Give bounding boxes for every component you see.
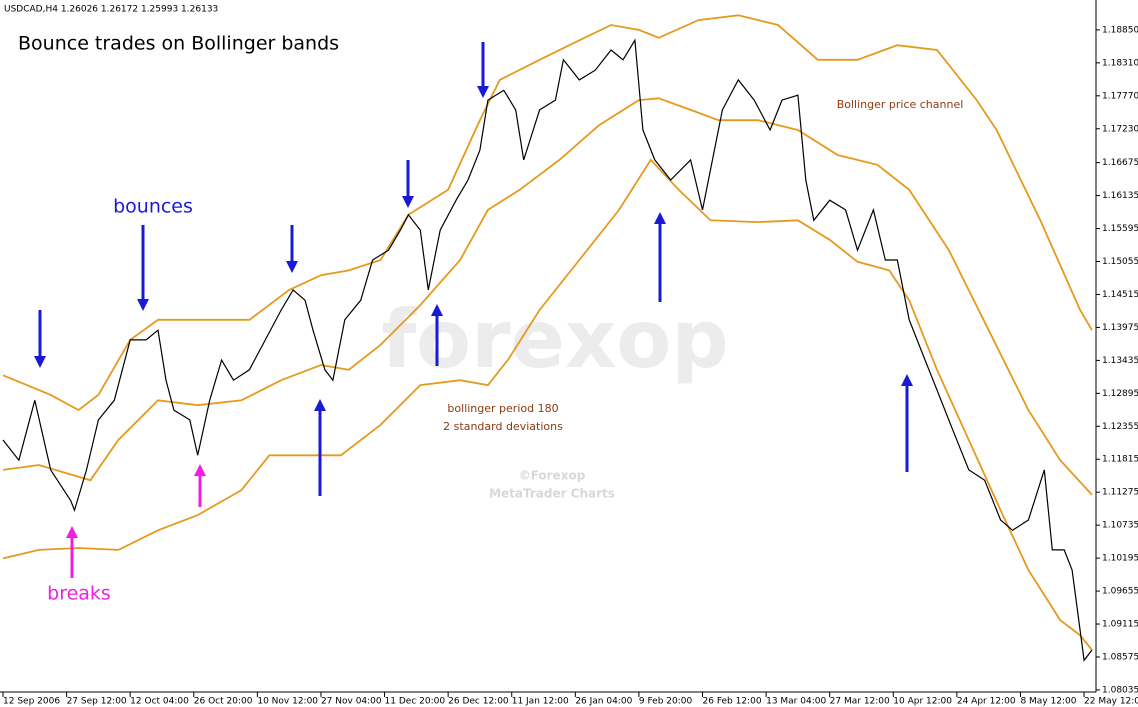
x-tick-label: 11 Jan 12:00 (512, 697, 569, 707)
y-tick-label: 1.09655 (1102, 587, 1138, 597)
x-tick-label: 27 Mar 12:00 (830, 697, 890, 707)
y-tick-label: 1.08575 (1102, 652, 1138, 662)
x-tick-label: 12 Sep 2006 (3, 697, 60, 707)
x-tick-label: 26 Dec 12:00 (448, 697, 509, 707)
x-tick-label: 8 May 12:00 (1020, 697, 1076, 707)
y-tick-label: 1.12895 (1102, 389, 1138, 399)
y-tick-label: 1.17230 (1102, 124, 1138, 134)
y-tick-label: 1.15055 (1102, 257, 1138, 267)
annotation: 2 standard deviations (443, 420, 563, 433)
y-tick-label: 1.10195 (1102, 554, 1138, 564)
y-tick-label: 1.13435 (1102, 356, 1138, 366)
y-tick-label: 1.18850 (1102, 25, 1138, 35)
x-tick-label: 12 Oct 04:00 (130, 697, 189, 707)
x-tick-label: 10 Apr 12:00 (893, 697, 952, 707)
y-tick-label: 1.08035 (1102, 685, 1138, 695)
header: USDCAD,H4 1.26026 1.26172 1.25993 1.2613… (4, 5, 218, 15)
y-tick-label: 1.13975 (1102, 323, 1138, 333)
annotation: ©Forexop (519, 469, 586, 483)
watermark: forexop (381, 293, 728, 386)
band-line (2, 14, 1093, 412)
x-tick-label: 10 Nov 12:00 (257, 697, 318, 707)
x-tick-label: 24 Apr 12:00 (957, 697, 1016, 707)
y-tick-label: 1.11275 (1102, 488, 1138, 498)
y-tick-label: 1.16675 (1102, 158, 1138, 168)
x-tick-label: 26 Oct 20:00 (194, 697, 253, 707)
band-line (2, 158, 1093, 651)
x-tick-label: 26 Feb 12:00 (703, 697, 762, 707)
x-tick-label: 27 Nov 04:00 (321, 697, 382, 707)
y-tick-label: 1.09115 (1102, 620, 1138, 630)
x-tick-label: 11 Dec 20:00 (385, 697, 446, 707)
annotation: breaks (47, 583, 111, 605)
x-tick-label: 26 Jan 04:00 (575, 697, 632, 707)
arrows (34, 42, 913, 578)
annotation: bollinger period 180 (447, 402, 558, 415)
y-tick-label: 1.10735 (1102, 521, 1138, 531)
y-tick-label: 1.18310 (1102, 58, 1138, 68)
annotation: MetaTrader Charts (489, 487, 615, 501)
y-tick-label: 1.11815 (1102, 455, 1138, 465)
x-tick-label: 27 Sep 12:00 (67, 697, 127, 707)
y-tick-label: 1.16135 (1102, 191, 1138, 201)
price-line (2, 38, 1093, 662)
x-tick-label: 22 May 12:00 (1084, 697, 1138, 707)
y-tick-label: 1.12355 (1102, 422, 1138, 432)
x-tick-label: 13 Mar 04:00 (766, 697, 826, 707)
annotation: Bollinger price channel (837, 98, 964, 111)
y-tick-label: 1.15595 (1102, 224, 1138, 234)
annotation: bounces (113, 196, 193, 218)
x-tick-label: 9 Feb 20:00 (639, 697, 693, 707)
y-tick-label: 1.17770 (1102, 91, 1138, 101)
chart-title: Bounce trades on Bollinger bands (18, 33, 339, 55)
y-tick-label: 1.14515 (1102, 290, 1138, 300)
band-line (2, 97, 1093, 496)
